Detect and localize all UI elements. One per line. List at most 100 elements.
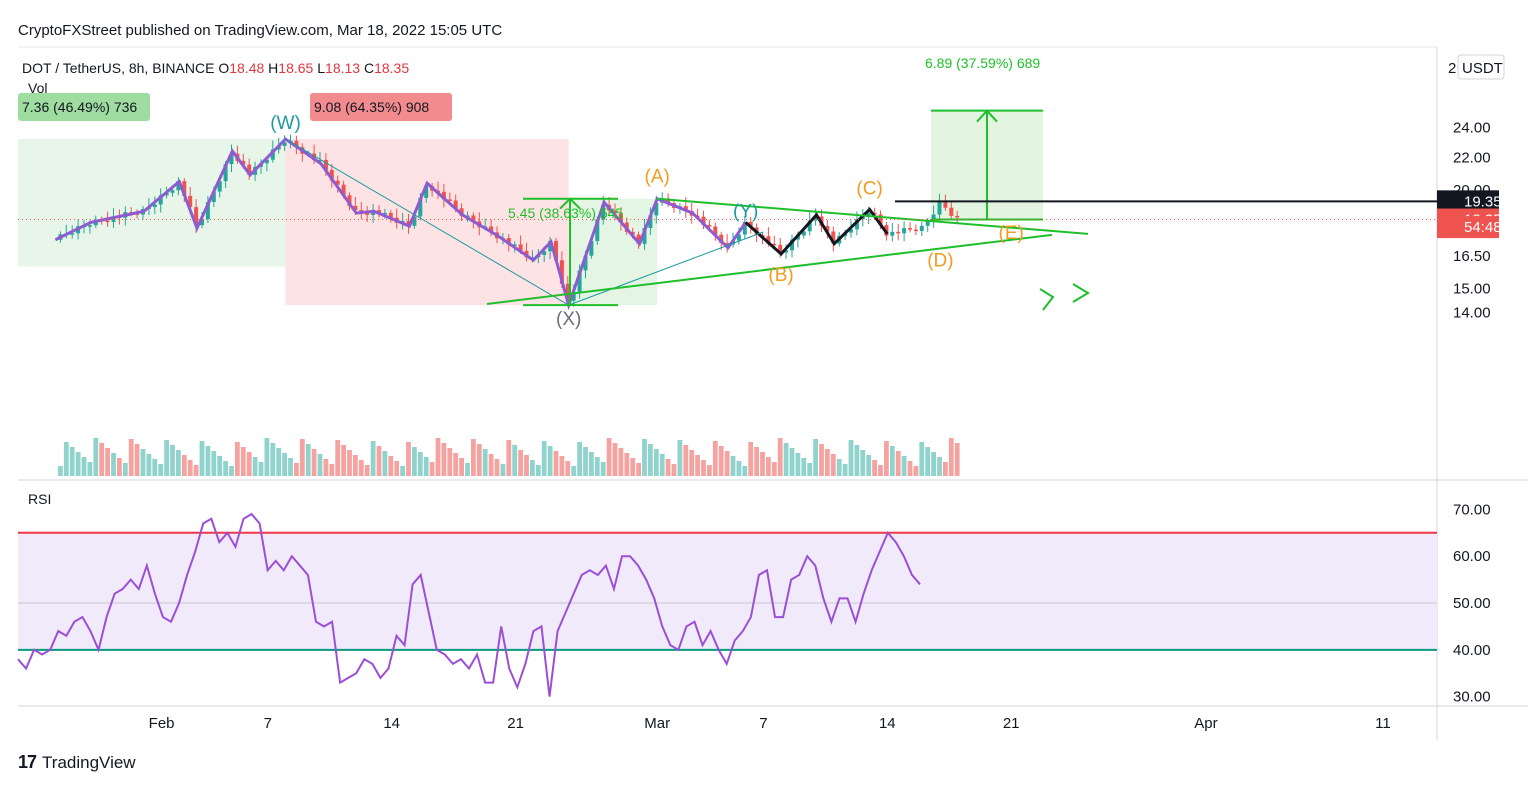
candle-body [241,160,246,165]
volume-bar [830,454,836,476]
candle-body [949,207,954,216]
tradingview-footer[interactable]: 17 TradingView [18,752,136,773]
candle-body [955,215,960,218]
volume-bar [842,464,848,476]
candle-body [329,169,334,181]
volume-bar [931,452,936,476]
candle-body [801,231,806,236]
volume-bar [825,449,830,476]
open-value: 18.48 [229,60,265,76]
time-tick-label: 11 [1375,715,1391,732]
wave-abc-line [744,207,889,257]
volume-bar [748,442,754,476]
volume-bar [630,458,636,476]
candle-body [489,226,494,233]
volume-bar [128,439,134,476]
candle-body [542,251,547,256]
candle-body [512,244,517,246]
volume-bar [105,448,110,476]
volume-bar [512,445,518,476]
candle-body [294,140,299,148]
volume-bar [760,452,765,476]
volume-bar [895,451,901,476]
candle-body [943,201,948,208]
candle-body [701,216,706,225]
candle-body [778,244,783,253]
time-tick-label: 7 [264,715,272,732]
volume-bar [494,459,500,476]
volume-bar [199,441,205,476]
target-arrowhead [976,109,998,123]
candle-body [353,205,358,211]
volume-bar [146,454,152,476]
wave-label: (Y) [733,202,758,223]
volume-bar [465,463,470,476]
candle-body [412,216,417,226]
high-label: H [268,60,279,76]
candle-body [105,220,110,223]
volume-bar [889,446,895,476]
close-label: C [363,60,375,76]
candle-body [471,215,476,222]
volume-bar [223,461,228,476]
wave-label: (E) [999,223,1024,244]
volume-bar [901,456,907,476]
candle-body [601,204,606,220]
volume-bar [665,459,671,476]
candle-body [908,228,912,230]
wave-w-x-y-line [54,137,747,311]
price-tick-label: 15.00 [1453,281,1491,298]
volume-bar [264,438,270,476]
volume-bar [571,466,577,476]
candle-body [388,212,393,218]
price-tick-label: 14.00 [1453,304,1491,321]
volume-bar [860,450,866,476]
publisher-header: CryptoFXStreet published on TradingView.… [18,22,503,39]
volume-bar [158,464,164,476]
measure-a-arrowhead [559,197,581,210]
volume-bar [412,447,417,476]
candle-body [825,226,830,232]
volume-bar [435,438,441,476]
candle-body [382,212,387,215]
volume-bar [205,446,211,476]
candle-body [188,195,193,208]
volume-bar [441,443,447,476]
rsi-legend: RSI [28,491,52,507]
volume-bar [258,462,264,476]
candle-body [70,233,75,235]
wave-label: (A) [645,166,670,187]
price-label-bg [1437,216,1499,239]
measure-label-loss-bg [310,93,452,121]
volume-bar [211,451,217,476]
rsi-tick-label: 30.00 [1453,689,1491,706]
candle-body [902,228,907,234]
candle-body [807,220,812,232]
volume-bar [524,455,529,476]
currency-box [1457,54,1505,80]
volume-bar [164,440,169,476]
volume-bar [907,461,913,476]
candle-body [318,159,322,162]
volume-bar [341,445,346,476]
volume-bar [317,454,323,476]
candle-body [713,226,718,235]
volume-bar [364,465,370,476]
volume-bar [836,459,842,476]
candle-body [642,228,647,244]
volume-bar [134,444,140,476]
time-tick-label: Feb [149,715,175,732]
candle-body [766,236,771,244]
volume-bar [589,452,594,476]
volume-bar [742,466,748,476]
volume-bar [246,452,252,476]
volume-bar [394,461,400,476]
volume-bar [642,439,647,476]
volume-bar [795,453,801,476]
volume-bar [329,464,335,476]
volume-bar [606,438,612,476]
volume-bar [547,446,553,476]
volume-legend: Vol [28,80,48,96]
candle-body [459,208,464,216]
